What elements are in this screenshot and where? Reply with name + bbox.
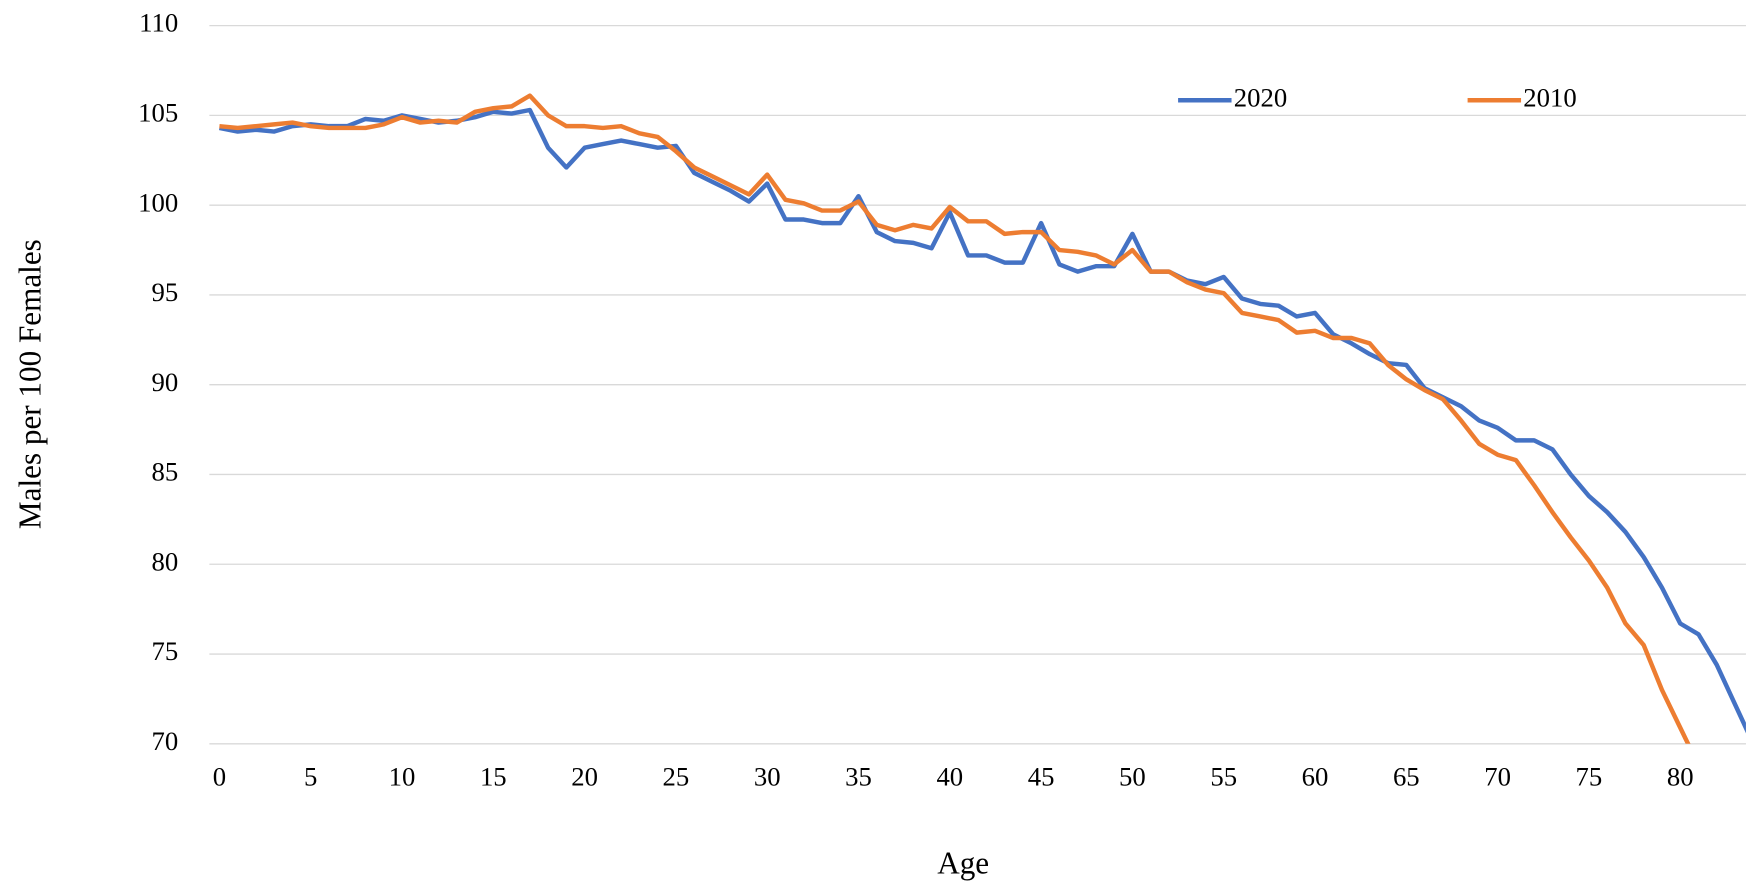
x-tick-label: 20 (571, 762, 598, 792)
y-axis-title: Males per 100 Females (13, 239, 48, 529)
x-tick-label: 55 (1210, 762, 1237, 792)
y-tick-label: 100 (138, 187, 178, 217)
x-tick-label: 25 (663, 762, 690, 792)
x-tick-label: 40 (936, 762, 963, 792)
x-tick-label: 5 (304, 762, 317, 792)
legend-label: 2010 (1523, 82, 1576, 112)
series-line (218, 107, 1746, 734)
y-tick-label: 85 (151, 457, 178, 487)
x-tick-label: 15 (480, 762, 507, 792)
x-tick-label: 75 (1576, 762, 1603, 792)
x-tick-label: 65 (1393, 762, 1420, 792)
x-tick-label: 50 (1119, 762, 1146, 792)
y-tick-label: 80 (151, 546, 178, 576)
x-tick-label: 10 (389, 762, 416, 792)
x-tick-label: 45 (1028, 762, 1055, 792)
x-tick-label: 0 (213, 762, 226, 792)
y-tick-label: 105 (138, 98, 178, 128)
y-tick-label: 95 (151, 277, 178, 307)
x-tick-label: 35 (845, 762, 872, 792)
x-tick-label: 30 (754, 762, 781, 792)
legend-label: 2020 (1234, 82, 1287, 112)
y-tick-label: 70 (151, 726, 178, 756)
y-tick-label: 75 (151, 636, 178, 666)
x-axis-title: Age (937, 845, 989, 880)
series-line (219, 93, 1691, 744)
y-tick-label: 110 (139, 8, 178, 38)
y-tick-label: 90 (151, 367, 178, 397)
x-tick-label: 60 (1302, 762, 1329, 792)
x-tick-label: 80 (1667, 762, 1694, 792)
x-tick-label: 70 (1484, 762, 1511, 792)
